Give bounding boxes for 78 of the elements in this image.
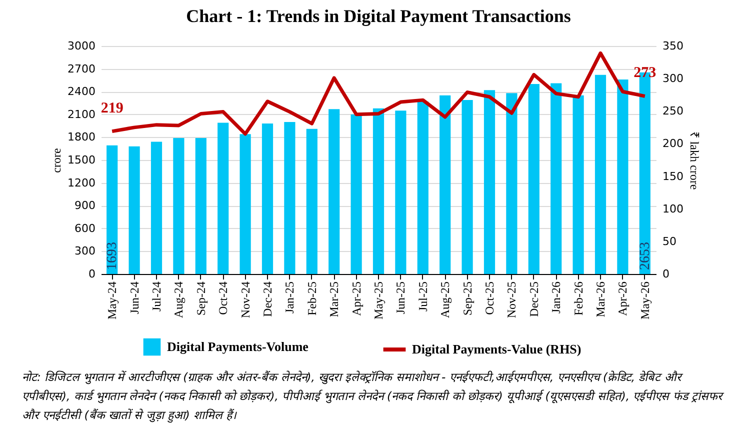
x-tick-label: Dec-24 [260,282,274,317]
data-label: 1693 [105,242,120,270]
x-tick-label: Jan-25 [282,282,297,314]
x-tick-label: Apr-25 [349,282,364,316]
y-tick-label: 300 [74,244,96,258]
x-tick-label: Dec-25 [526,282,541,317]
bar [484,90,496,274]
bar [572,95,584,274]
bar [306,128,318,274]
bar [528,84,540,274]
bar [417,101,428,274]
bar [262,124,274,274]
x-tick-label: Nov-25 [504,282,519,318]
y-axis-title: crore [50,148,64,173]
bar [195,138,206,274]
bar [350,114,362,274]
y2-tick-label: 350 [662,40,684,52]
bar [328,109,340,274]
bar [617,79,628,274]
bar [372,108,384,274]
bar [218,122,229,274]
bar [506,93,518,274]
y-tick-label: 1200 [68,176,96,190]
y-tick-label: 1500 [68,154,96,166]
y-tick-label: 600 [74,222,96,235]
x-tick-label: May-24 [105,282,120,320]
x-tick-label: May-26 [638,282,652,320]
x-tick-label: May-25 [372,282,386,320]
y2-axis-title: ₹ lakh crore [687,131,702,190]
y-tick-label: 2100 [68,108,96,121]
bar [284,122,296,274]
y2-tick-label: 150 [662,170,684,183]
x-tick-label: Mar-25 [327,282,342,318]
bar [550,83,562,274]
y2-tick-label: 100 [662,202,684,216]
bar [462,100,473,274]
y-tick-label: 0 [88,268,96,280]
x-tick-label: Mar-26 [594,282,608,318]
data-label: 2653 [638,242,653,270]
bar [150,142,162,274]
y-tick-label: 2700 [68,62,96,76]
y2-tick-label: 200 [662,137,684,150]
bar [440,95,451,274]
x-tick-label: Aug-25 [438,282,452,318]
y-tick-label: 1800 [68,130,96,144]
bar [106,145,118,274]
x-tick-label: Apr-26 [616,282,630,316]
x-tick-label: Nov-24 [238,282,252,318]
x-tick-label: Feb-26 [571,282,586,316]
x-tick-label: Jun-25 [394,282,408,314]
y2-tick-label: 0 [662,268,670,280]
x-tick-label: Aug-24 [172,282,186,318]
legend-label: Digital Payments-Volume [167,339,309,354]
bar [128,146,140,274]
data-label: 273 [634,65,656,82]
bar [240,134,251,274]
x-tick-label: Jul-25 [416,282,430,312]
x-tick-label: Jul-24 [150,282,164,312]
x-tick-label: Feb-25 [304,282,319,316]
x-tick-label: Jan-26 [549,282,564,314]
x-tick-label: Oct-24 [216,282,230,315]
bar [173,138,184,274]
text: नोट: डिजिटल भुगतान में आरटीजीएस (ग्राहक और अंतर-बैंक लेनदेन), खुदरा इलेक्ट्रॉनिक समाशोधन - एनईएफटी,आईएमपीएस, एनएसीएच (क्रेडिट, डेबिट और एपीबीएस), कार्ड भुगतान लेनदेन (नकद निकासी को छोड़कर), पीपीआई भुगतान लेनदेन (नकद निकासी को छोड़कर) यूपीआई (यूएसएसडी सहित), एईपीएस फंड ट्रांसफर और एनईटीसी (बैंक खातों से जुड़ा हुआ) शामिल हैं। [22,369,725,425]
data-label: 219 [100,100,124,116]
y-tick-label: 2400 [68,85,96,98]
y-tick-label: 3000 [68,40,96,52]
legend-label: Digital Payments-Value (RHS) [412,342,582,356]
x-tick-label: Sep-25 [460,282,474,316]
chart-title: Chart - 1: Trends in Digital Payment Transactions [186,6,571,26]
bar [395,110,406,274]
y2-tick-label: 300 [662,72,684,86]
bar [594,74,606,274]
x-tick-label: Sep-24 [194,282,208,316]
y2-tick-label: 250 [662,104,684,118]
y-tick-label: 900 [74,199,96,212]
y2-tick-label: 50 [662,234,676,248]
x-tick-label: Oct-25 [482,282,496,315]
x-tick-label: Jun-24 [127,282,142,314]
